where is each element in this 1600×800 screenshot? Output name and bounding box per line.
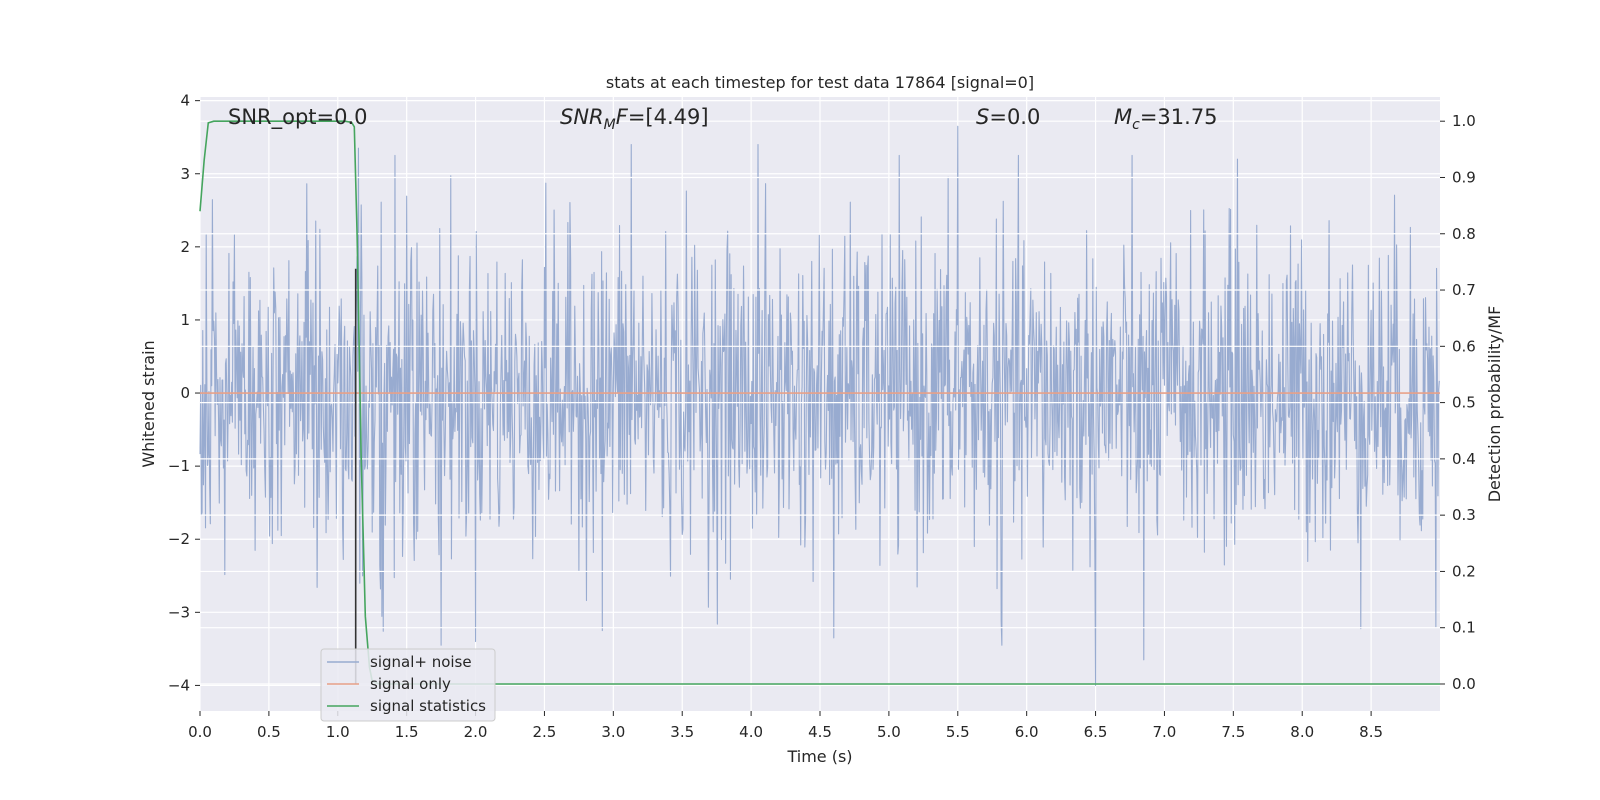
y-left-tick-label: 4 xyxy=(180,92,190,110)
legend-label-signal: signal only xyxy=(370,675,451,693)
x-tick-label: 7.0 xyxy=(1153,723,1177,741)
x-tick-label: 3.0 xyxy=(601,723,625,741)
snr-mf-annotation: SNRMF=[4.49] xyxy=(560,105,709,133)
y-right-tick-label: 1.0 xyxy=(1452,112,1476,130)
s-annotation: S=0.0 xyxy=(976,105,1040,129)
x-tick-label: 3.5 xyxy=(670,723,694,741)
snr-mf-value: =[4.49] xyxy=(628,105,709,129)
noise-line xyxy=(199,125,1440,686)
y-left-tick-label: 2 xyxy=(180,238,190,256)
legend-box xyxy=(320,648,496,722)
x-tick-label: 8.5 xyxy=(1359,723,1383,741)
s-symbol: S xyxy=(976,105,989,129)
legend-label-statistics: signal statistics xyxy=(370,697,486,715)
y-right-tick-label: 0.6 xyxy=(1452,337,1476,355)
statistics-series xyxy=(199,120,1440,685)
y-right-tick-label: 0.0 xyxy=(1452,675,1476,693)
mc-annotation: Mc=31.75 xyxy=(1114,105,1218,133)
y-axis-right-label: Detection probability/MF xyxy=(1485,306,1504,503)
x-tick-label: 2.5 xyxy=(533,723,557,741)
x-tick-label: 1.0 xyxy=(326,723,350,741)
y-right-tick-label: 0.5 xyxy=(1452,394,1476,412)
y-left-tick-label: 0 xyxy=(180,384,190,402)
x-tick-label: 8.0 xyxy=(1290,723,1314,741)
y-right-tick-label: 0.4 xyxy=(1452,450,1476,468)
x-tick-label: 0.0 xyxy=(188,723,212,741)
x-tick-label: 4.0 xyxy=(739,723,763,741)
y-left-tick-label: 1 xyxy=(180,311,190,329)
mc-subscript: c xyxy=(1132,117,1140,133)
y-right-tick-label: 0.8 xyxy=(1452,225,1476,243)
s-value: =0.0 xyxy=(989,105,1040,129)
legend-label-noise: signal+ noise xyxy=(370,653,472,671)
y-axis-left-label: Whitened strain xyxy=(139,340,158,467)
y-right-tick-label: 0.2 xyxy=(1452,562,1476,580)
x-tick-label: 4.5 xyxy=(808,723,832,741)
y-left-tick-label: −3 xyxy=(168,603,190,621)
x-tick-label: 1.5 xyxy=(395,723,419,741)
y-right-tick-label: 0.3 xyxy=(1452,506,1476,524)
y-left-tick-label: 3 xyxy=(180,165,190,183)
x-tick-label: 6.0 xyxy=(1015,723,1039,741)
x-axis-label: Time (s) xyxy=(786,747,852,766)
axis-ticks: 0.0 0.5 1.0 1.5 2.0 2.5 3.0 3.5 4.0 4.5 5.0 5.5 6.0 6… xyxy=(168,92,1476,741)
x-tick-label: 7.5 xyxy=(1221,723,1245,741)
x-tick-label: 0.5 xyxy=(257,723,281,741)
noise-series xyxy=(199,125,1440,686)
y-right-tick-label: 0.1 xyxy=(1452,619,1476,637)
x-tick-label: 5.5 xyxy=(946,723,970,741)
snr-mf-subscript: M xyxy=(604,117,616,133)
mc-symbol: M xyxy=(1114,105,1132,129)
y-left-tick-label: −4 xyxy=(168,676,190,694)
x-tick-label: 5.0 xyxy=(877,723,901,741)
x-tick-label: 6.5 xyxy=(1084,723,1108,741)
y-right-tick-label: 0.7 xyxy=(1452,281,1476,299)
legend: signal+ noise signal only signal statist… xyxy=(320,648,496,722)
mc-value: =31.75 xyxy=(1140,105,1218,129)
statistics-line xyxy=(199,120,1440,685)
y-left-tick-label: −2 xyxy=(168,530,190,548)
snr-mf-symbol: SNR xyxy=(560,105,604,129)
y-left-tick-label: −1 xyxy=(168,457,190,475)
snr-mf-suffix: F xyxy=(616,105,629,129)
y-right-tick-label: 0.9 xyxy=(1452,168,1476,186)
chart-title: stats at each timestep for test data 178… xyxy=(606,73,1034,92)
x-tick-label: 2.0 xyxy=(464,723,488,741)
snr-opt-annotation: SNR_opt=0.0 xyxy=(228,105,368,130)
